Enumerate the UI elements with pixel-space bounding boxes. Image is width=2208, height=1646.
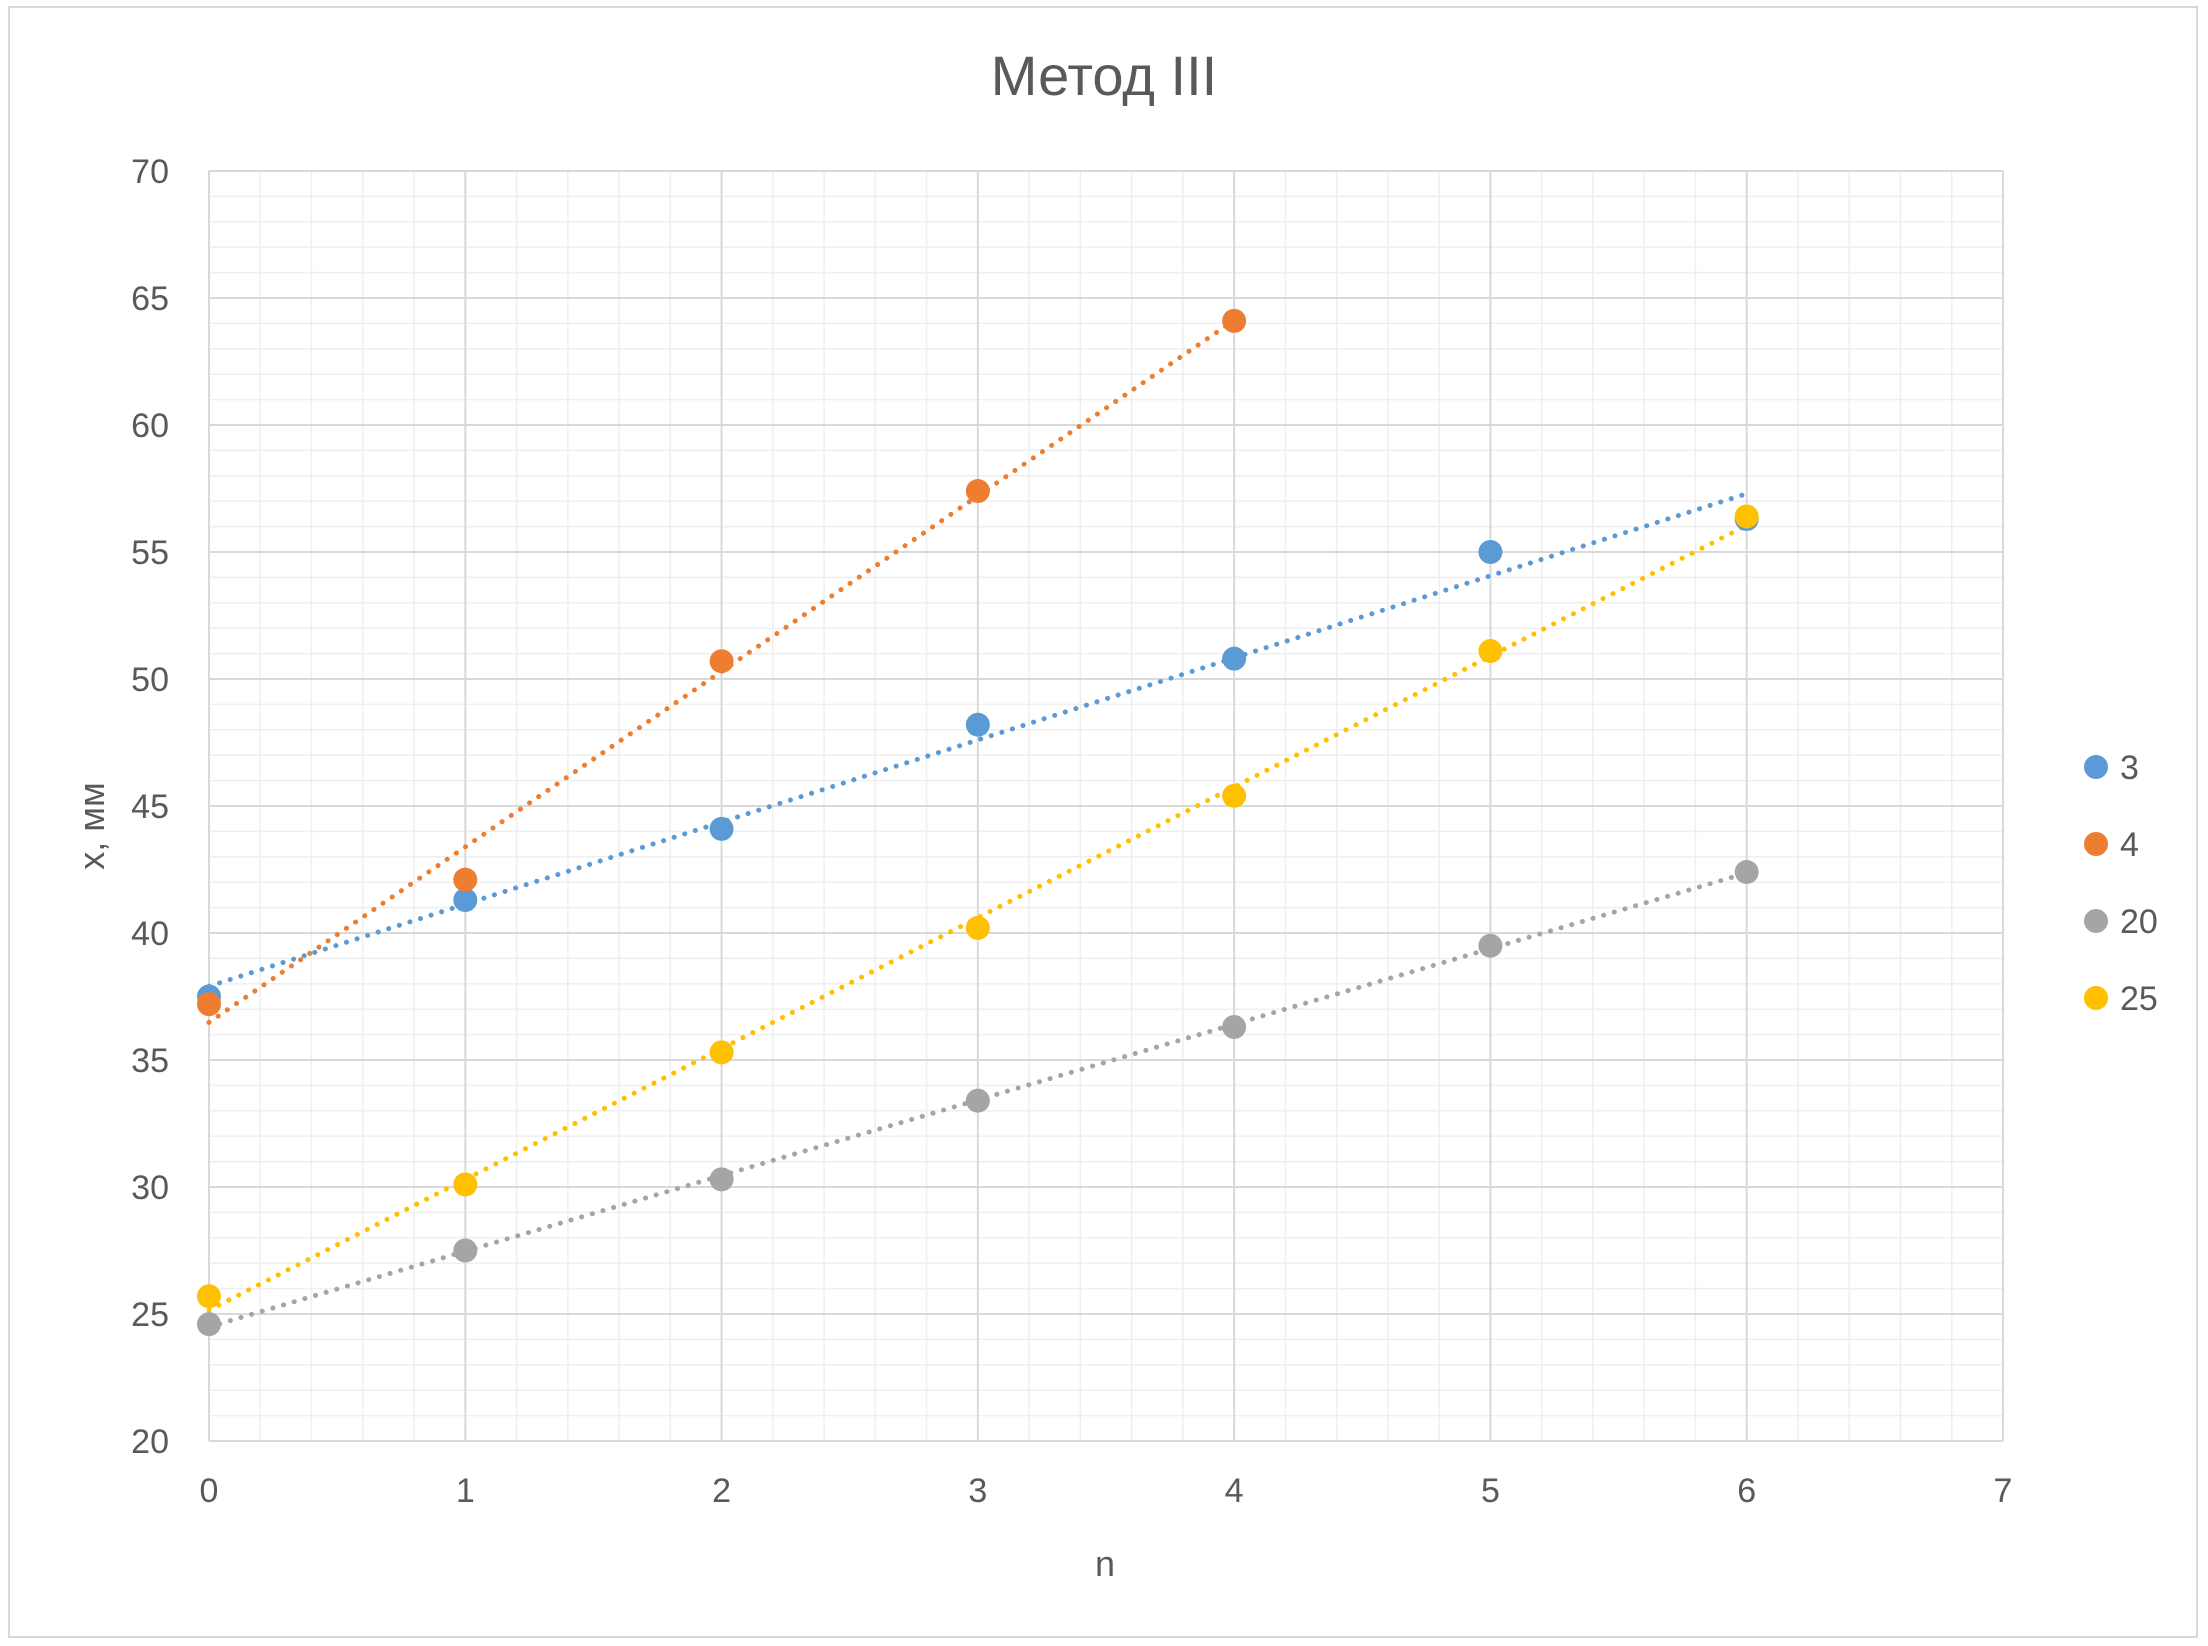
- data-point-series-4: [709, 649, 734, 674]
- x-tick-label: 7: [1994, 1472, 2013, 1510]
- x-axis-tick-labels: 0 1 2 3 4 5 6 7: [200, 1472, 2013, 1510]
- y-tick-label: 65: [131, 280, 169, 318]
- y-tick-label: 30: [131, 1169, 169, 1207]
- legend-marker: [2084, 909, 2108, 933]
- x-tick-label: 3: [968, 1472, 987, 1510]
- x-axis-title: n: [1095, 1543, 1115, 1584]
- data-point-series-20: [1734, 860, 1759, 885]
- y-tick-label: 50: [131, 661, 169, 699]
- y-axis-tick-labels: 20 25 30 35 40 45 50 55 60 65 70: [131, 153, 169, 1461]
- legend-marker: [2084, 832, 2108, 856]
- x-tick-label: 6: [1737, 1472, 1756, 1510]
- x-tick-label: 0: [200, 1472, 219, 1510]
- legend-item-25[interactable]: 25: [2084, 980, 2158, 1018]
- x-tick-label: 4: [1225, 1472, 1244, 1510]
- y-tick-label: 40: [131, 915, 169, 953]
- x-tick-label: 2: [712, 1472, 731, 1510]
- data-point-series-25: [965, 915, 990, 940]
- data-point-series-3: [965, 712, 990, 737]
- data-point-series-3: [1222, 646, 1247, 671]
- legend-label: 4: [2120, 826, 2139, 864]
- legend-marker: [2084, 986, 2108, 1010]
- data-point-series-3: [453, 887, 478, 912]
- data-point-series-20: [1222, 1014, 1247, 1039]
- data-point-series-25: [1734, 504, 1759, 529]
- data-point-series-20: [197, 1312, 221, 1337]
- data-point-series-25: [1478, 639, 1503, 664]
- data-points: [197, 308, 1759, 1337]
- data-point-series-25: [1222, 783, 1247, 808]
- legend-label: 25: [2120, 980, 2158, 1018]
- data-point-series-4: [197, 992, 221, 1017]
- data-point-series-4: [1222, 308, 1247, 333]
- legend-marker: [2084, 755, 2108, 779]
- chart-title: Метод III: [991, 44, 1217, 107]
- legend-item-3[interactable]: 3: [2084, 749, 2139, 787]
- data-point-series-20: [453, 1238, 478, 1263]
- y-tick-label: 45: [131, 788, 169, 826]
- y-tick-label: 55: [131, 534, 169, 572]
- y-tick-label: 60: [131, 407, 169, 445]
- y-axis-title: x, мм: [71, 782, 112, 870]
- data-point-series-20: [709, 1167, 734, 1192]
- legend-label: 20: [2120, 903, 2158, 941]
- legend[interactable]: 3 4 20 25: [2084, 749, 2158, 1018]
- legend-label: 3: [2120, 749, 2139, 787]
- legend-item-20[interactable]: 20: [2084, 903, 2158, 941]
- y-tick-label: 35: [131, 1042, 169, 1080]
- data-point-series-20: [1478, 933, 1503, 958]
- x-tick-label: 1: [456, 1472, 475, 1510]
- data-point-series-20: [965, 1088, 990, 1113]
- trendline-series-3: [206, 491, 1750, 989]
- chart-frame: [8, 6, 2198, 1638]
- x-tick-label: 5: [1481, 1472, 1500, 1510]
- legend-item-4[interactable]: 4: [2084, 826, 2139, 864]
- data-point-series-25: [709, 1040, 734, 1065]
- data-point-series-25: [197, 1284, 221, 1309]
- major-gridlines: [208, 170, 2004, 1442]
- data-point-series-4: [965, 479, 990, 504]
- data-point-series-25: [453, 1172, 478, 1197]
- data-point-series-3: [709, 816, 734, 841]
- y-tick-label: 20: [131, 1423, 169, 1461]
- data-point-series-4: [453, 867, 478, 892]
- data-point-series-3: [1478, 540, 1503, 564]
- y-tick-label: 25: [131, 1296, 169, 1334]
- y-tick-label: 70: [131, 153, 169, 191]
